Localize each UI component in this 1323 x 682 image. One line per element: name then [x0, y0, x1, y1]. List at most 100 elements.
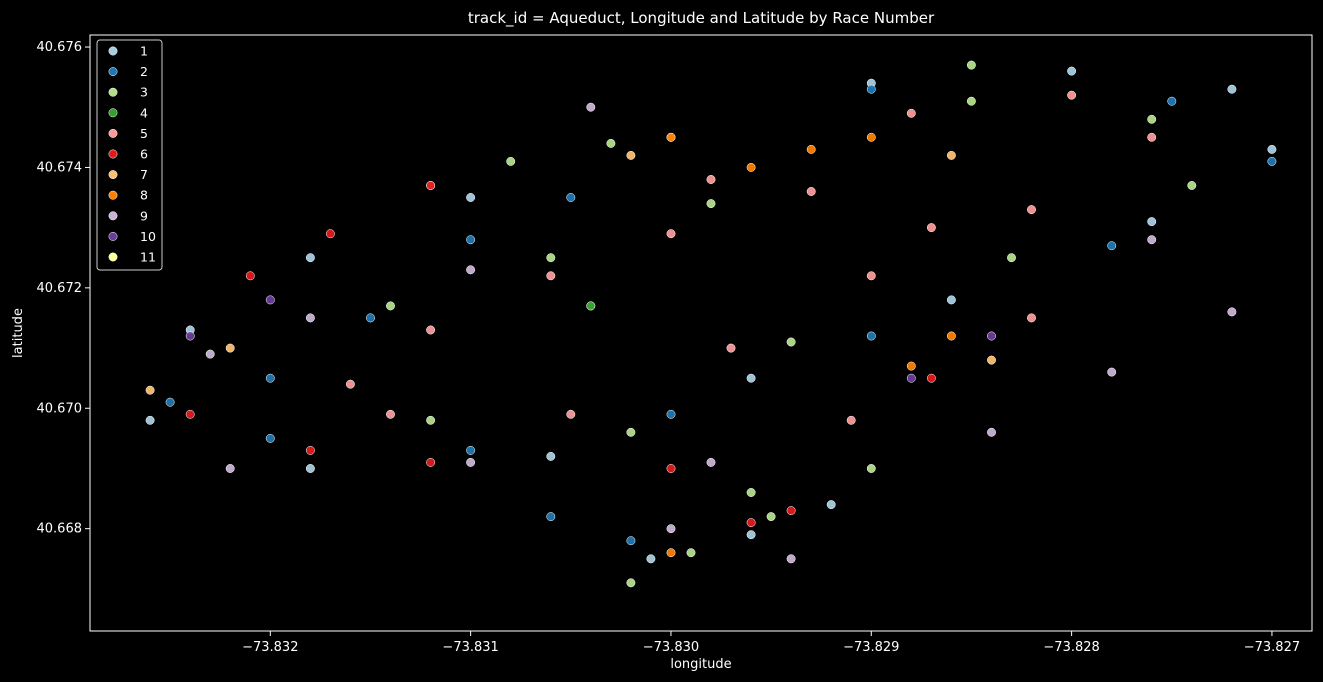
x-tick-label: −73.830 — [643, 640, 699, 655]
data-point — [987, 427, 996, 437]
data-point — [746, 488, 756, 497]
data-point — [786, 337, 796, 347]
data-point — [926, 223, 936, 233]
data-point — [366, 313, 375, 323]
data-point — [1027, 313, 1036, 323]
legend-label: 8 — [140, 188, 148, 203]
plot-area — [90, 35, 1312, 631]
data-point — [225, 464, 235, 473]
data-point — [626, 578, 636, 588]
data-point — [546, 253, 556, 263]
data-point — [606, 138, 616, 148]
data-point — [746, 162, 756, 172]
y-tick-label: 40.676 — [37, 40, 83, 55]
legend: 1 2 3 4 5 6 7 8 9 10 11 — [96, 39, 163, 271]
data-point — [466, 457, 476, 467]
points-layer — [145, 60, 1277, 588]
data-point — [305, 464, 315, 473]
data-point — [946, 295, 956, 305]
data-point — [1067, 66, 1077, 76]
data-point — [966, 60, 976, 70]
x-tick-label: −73.832 — [242, 640, 298, 655]
data-point — [426, 181, 436, 190]
data-point — [245, 271, 255, 281]
legend-label: 11 — [140, 250, 156, 265]
x-axis-label: longitude — [670, 657, 731, 672]
data-point — [726, 343, 736, 353]
legend-label: 1 — [140, 44, 148, 59]
data-point — [145, 385, 155, 395]
x-tick-label: −73.831 — [442, 640, 498, 655]
data-point — [1147, 114, 1157, 124]
data-point — [325, 229, 335, 239]
y-ticks: 40.668 40.670 40.672 40.674 40.676 — [37, 40, 90, 537]
data-point — [546, 271, 556, 281]
data-point — [906, 108, 916, 118]
data-point — [265, 295, 275, 305]
data-point — [1187, 181, 1197, 190]
x-tick-label: −73.827 — [1244, 640, 1300, 655]
data-point — [666, 409, 676, 419]
data-point — [466, 193, 476, 202]
data-point — [506, 156, 516, 166]
data-point — [826, 500, 836, 510]
data-point — [1147, 217, 1157, 227]
data-point — [666, 524, 676, 534]
data-point — [987, 355, 996, 365]
data-point — [626, 150, 636, 160]
data-point — [706, 199, 716, 209]
data-point — [946, 150, 956, 160]
legend-marker — [108, 149, 118, 159]
data-point — [746, 518, 756, 528]
data-point — [546, 451, 556, 461]
data-point — [1267, 144, 1277, 154]
data-point — [786, 554, 796, 564]
data-point — [1267, 156, 1277, 166]
data-point — [1067, 90, 1077, 100]
legend-items: 1 2 3 4 5 6 7 8 9 10 11 — [108, 44, 156, 265]
data-point — [466, 265, 476, 275]
data-point — [305, 445, 315, 455]
data-point — [706, 175, 716, 184]
data-point — [546, 512, 556, 522]
y-tick-label: 40.672 — [37, 281, 83, 296]
legend-marker — [108, 170, 118, 180]
legend-label: 5 — [140, 126, 148, 141]
legend-label: 10 — [140, 229, 156, 244]
data-point — [866, 132, 876, 142]
data-point — [806, 187, 816, 196]
plot-frame — [89, 34, 1313, 632]
data-point — [386, 409, 395, 419]
data-point — [1227, 84, 1237, 94]
data-point — [1027, 205, 1036, 215]
data-point — [225, 343, 235, 353]
x-tick-label: −73.829 — [843, 640, 899, 655]
data-point — [305, 253, 315, 263]
data-point — [666, 548, 676, 558]
data-point — [866, 84, 876, 94]
legend-label: 6 — [140, 147, 148, 162]
data-point — [185, 409, 195, 419]
data-point — [746, 530, 756, 540]
legend-marker — [108, 108, 118, 118]
data-point — [966, 96, 976, 106]
legend-label: 2 — [140, 64, 148, 79]
data-point — [426, 457, 436, 467]
data-point — [205, 349, 215, 359]
x-ticks: −73.832 −73.831 −73.830 −73.829 −73.828 −73.8… — [242, 631, 1300, 655]
legend-marker — [108, 87, 118, 97]
data-point — [165, 397, 175, 407]
data-point — [1227, 307, 1237, 317]
data-point — [466, 235, 476, 245]
legend-marker — [108, 128, 118, 138]
data-point — [626, 536, 636, 546]
data-point — [987, 331, 996, 341]
data-point — [906, 361, 916, 371]
data-point — [265, 433, 275, 443]
data-point — [586, 102, 596, 112]
data-point — [305, 313, 315, 323]
legend-marker — [108, 252, 118, 262]
data-point — [426, 415, 436, 425]
data-point — [1107, 241, 1117, 251]
